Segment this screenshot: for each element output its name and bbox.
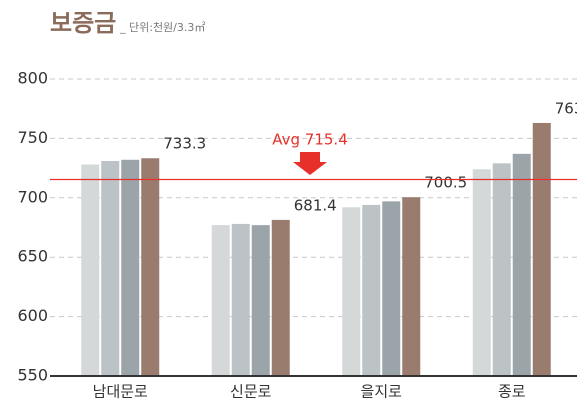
y-tick-label: 550 (17, 366, 48, 385)
bar (81, 164, 100, 376)
x-tick-label: 을지로 (361, 383, 403, 400)
y-tick-label: 800 (17, 69, 48, 88)
chart-subtitle: _ 단위:천원/3.3㎡ (119, 20, 205, 34)
value-label: 700.5 (424, 174, 467, 192)
chart-title: 보증금 (50, 9, 116, 37)
value-label: 763.0 (555, 99, 577, 117)
bar (342, 207, 361, 376)
y-tick-label: 700 (17, 187, 48, 206)
bar (512, 153, 531, 376)
y-tick-label: 650 (17, 247, 48, 266)
bar (271, 219, 290, 376)
bar (141, 158, 160, 376)
value-label: 681.4 (294, 196, 337, 214)
bar (251, 225, 270, 376)
x-tick-label: 신문로 (230, 383, 272, 400)
bar (101, 160, 120, 376)
bar (492, 163, 511, 376)
bar (362, 204, 381, 376)
bar (211, 225, 230, 376)
bar (382, 201, 401, 376)
avg-arrow (293, 152, 327, 175)
bar (121, 159, 140, 376)
avg-label: Avg 715.4 (272, 131, 348, 149)
y-tick-label: 750 (17, 128, 48, 147)
y-tick-label: 600 (17, 306, 48, 325)
bar (472, 169, 491, 376)
x-tick-label: 종로 (498, 383, 526, 400)
value-label: 733.3 (163, 135, 206, 153)
bar (231, 223, 250, 376)
bar (532, 122, 551, 377)
x-tick-label: 남대문로 (93, 383, 148, 400)
bar (402, 197, 421, 376)
